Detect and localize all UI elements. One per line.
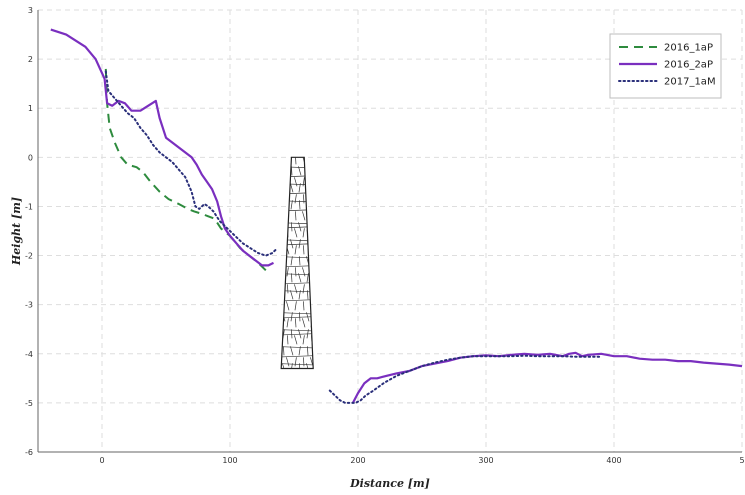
y-tick-label: 3 — [28, 6, 33, 15]
x-tick-label: 0 — [99, 456, 104, 465]
series-line-2017_1aM-segment-1 — [328, 354, 603, 404]
y-tick-label: -2 — [25, 252, 33, 261]
series-line-2016_2aP-segment-1 — [351, 351, 743, 404]
series-line-2016_2aP-segment-0 — [50, 28, 274, 267]
structure-stones — [281, 157, 314, 369]
x-tick-label: 400 — [606, 456, 621, 465]
legend-label: 2017_1aM — [664, 77, 716, 88]
legend: 2016_1aP 2016_2aP 2017_1aM — [609, 33, 722, 99]
x-tick-label: 5 — [739, 456, 744, 465]
x-tick-label: 200 — [350, 456, 365, 465]
legend-label: 2016_1aP — [664, 43, 713, 54]
series-line-2016_1aP-segment-0 — [104, 68, 267, 272]
x-axis-title: Distance [m] — [349, 477, 430, 490]
series-line-2017_1aM-segment-0 — [104, 70, 279, 257]
y-tick-label: 2 — [28, 55, 33, 64]
y-tick-label: 0 — [28, 153, 33, 162]
series-group — [50, 28, 743, 404]
y-axis-title: Height [m] — [10, 197, 23, 266]
x-tick-label: 100 — [222, 456, 237, 465]
y-tick-label: 1 — [28, 104, 33, 113]
y-tick-label: -4 — [25, 350, 33, 359]
legend-label: 2016_2aP — [664, 60, 713, 71]
legend-box — [609, 33, 722, 99]
y-tick-label: -1 — [25, 202, 33, 211]
axes — [37, 10, 742, 453]
y-tick-label: -3 — [25, 301, 33, 310]
y-tick-label: -5 — [25, 399, 33, 408]
tick-labels: 0 100 200 300 400 5 3 2 1 0 -1 -2 -3 -4 -5 -6 — [25, 6, 745, 465]
x-tick-label: 300 — [478, 456, 493, 465]
structure-illustration — [280, 156, 314, 370]
y-tick-label: -6 — [25, 448, 33, 457]
